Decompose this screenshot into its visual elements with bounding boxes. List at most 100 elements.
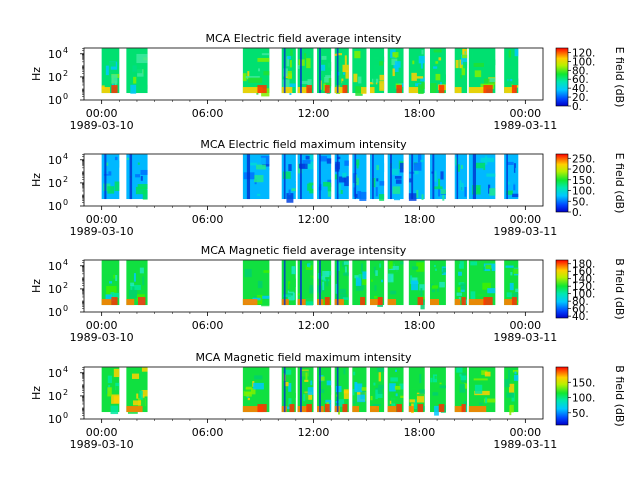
colorbar-label: E field (dB)	[613, 47, 626, 108]
x-tick-date: 1989-03-11	[493, 225, 557, 238]
colorbar-tick-label: 200.	[572, 164, 595, 176]
colorbar-tick-label: 60.	[572, 74, 589, 86]
x-tick-label: 12:00	[298, 426, 330, 439]
y-tick-exponent: 2	[63, 69, 68, 78]
data-interval	[387, 154, 404, 201]
panel-title: MCA Magnetic field maximum intensity	[196, 351, 412, 364]
data-interval	[334, 154, 349, 200]
data-interval	[334, 260, 349, 306]
colorbar-tick-label: 40.	[572, 311, 589, 323]
data-interval	[317, 154, 332, 200]
data-interval	[242, 367, 270, 413]
panel-title: MCA Electric field maximum intensity	[200, 138, 407, 151]
colorbar-tick-label: 150.	[572, 175, 595, 187]
colorbar-tick-label: 80.	[572, 65, 589, 77]
y-tick-exponent: 0	[63, 304, 68, 313]
y-tick-label: 10	[48, 177, 62, 190]
data-interval	[369, 48, 385, 94]
y-tick-label: 10	[48, 283, 62, 296]
y-tick-label: 10	[48, 306, 62, 319]
colorbar-tick-label: 140.	[572, 274, 595, 286]
colorbar-label: E field (dB)	[613, 153, 626, 214]
y-tick-exponent: 0	[63, 92, 68, 101]
spectrogram-panel-1: MCA Electric field average intensity Hz 10…	[30, 32, 626, 132]
data-interval	[369, 260, 385, 307]
data-interval	[317, 367, 332, 413]
data-interval	[369, 367, 385, 413]
data-interval	[281, 367, 296, 413]
data-interval	[408, 367, 425, 414]
data-interval	[352, 48, 367, 96]
x-tick-date: 1989-03-10	[70, 438, 134, 451]
data-interval	[504, 260, 519, 306]
x-tick-label: 06:00	[192, 213, 224, 226]
y-tick-exponent: 0	[63, 411, 68, 420]
data-interval	[126, 48, 148, 94]
data-interval	[352, 154, 367, 201]
y-tick-exponent: 4	[63, 46, 68, 55]
x-tick-label: 00:00	[509, 107, 541, 120]
data-interval	[430, 48, 446, 94]
data-interval	[317, 48, 332, 95]
colorbar-tick-label: 40.	[572, 83, 589, 95]
colorbar-tick-label: 0.	[572, 207, 582, 219]
y-tick-exponent: 2	[63, 175, 68, 184]
data-interval	[387, 260, 404, 306]
data-interval	[454, 260, 468, 306]
data-interval	[369, 154, 385, 201]
x-tick-label: 12:00	[298, 213, 330, 226]
spectrogram-panel-3: MCA Magnetic field average intensity Hz 10…	[30, 244, 626, 344]
x-tick-label: 18:00	[404, 319, 436, 332]
x-tick-date: 1989-03-11	[493, 438, 557, 451]
x-tick-label: 18:00	[404, 107, 436, 120]
y-tick-label: 10	[48, 94, 62, 107]
data-interval	[387, 48, 404, 94]
data-interval	[101, 48, 120, 94]
data-interval	[126, 367, 148, 414]
x-tick-label: 06:00	[192, 426, 224, 439]
colorbar-tick-label: 100.	[572, 186, 595, 198]
x-tick-date: 1989-03-10	[70, 225, 134, 238]
data-interval	[281, 260, 296, 306]
colorbar-tick-label: 160.	[572, 266, 595, 278]
colorbar-tick-label: 100.	[572, 393, 595, 405]
colorbar-tick-label: 60.	[572, 304, 589, 316]
y-tick-label: 10	[48, 200, 62, 213]
x-tick-label: 06:00	[192, 107, 224, 120]
data-interval	[352, 367, 367, 413]
x-tick-label: 12:00	[298, 107, 330, 120]
x-tick-label: 00:00	[86, 213, 118, 226]
panel-title: MCA Electric field average intensity	[206, 32, 402, 45]
y-tick-label: 10	[48, 48, 62, 61]
colorbar: 0.50.100.150.200.250. E field (dB)	[555, 153, 626, 219]
y-tick-label: 10	[48, 390, 62, 403]
x-tick-date: 1989-03-10	[70, 119, 134, 132]
x-tick-label: 00:00	[509, 319, 541, 332]
data-interval	[242, 154, 270, 200]
colorbar-label: B field (dB)	[613, 258, 626, 319]
data-interval	[468, 154, 496, 200]
x-tick-label: 00:00	[86, 426, 118, 439]
data-interval	[242, 48, 270, 97]
y-tick-exponent: 4	[63, 258, 68, 267]
colorbar-tick-label: 80.	[572, 296, 589, 308]
x-tick-label: 00:00	[86, 319, 118, 332]
colorbar-tick-label: 0.	[572, 101, 582, 113]
data-interval	[387, 367, 404, 413]
data-interval	[468, 48, 496, 94]
data-interval	[430, 260, 446, 306]
data-interval	[504, 154, 519, 200]
y-tick-exponent: 2	[63, 388, 68, 397]
x-tick-label: 12:00	[298, 319, 330, 332]
x-tick-label: 18:00	[404, 426, 436, 439]
data-interval	[281, 154, 296, 203]
y-axis-label: Hz	[30, 279, 43, 293]
y-tick-label: 10	[48, 413, 62, 426]
data-interval	[430, 154, 446, 201]
data-interval	[101, 260, 120, 306]
data-interval	[454, 367, 468, 413]
data-interval	[101, 367, 120, 415]
x-tick-date: 1989-03-11	[493, 119, 557, 132]
colorbar-tick-label: 50.	[572, 196, 589, 208]
